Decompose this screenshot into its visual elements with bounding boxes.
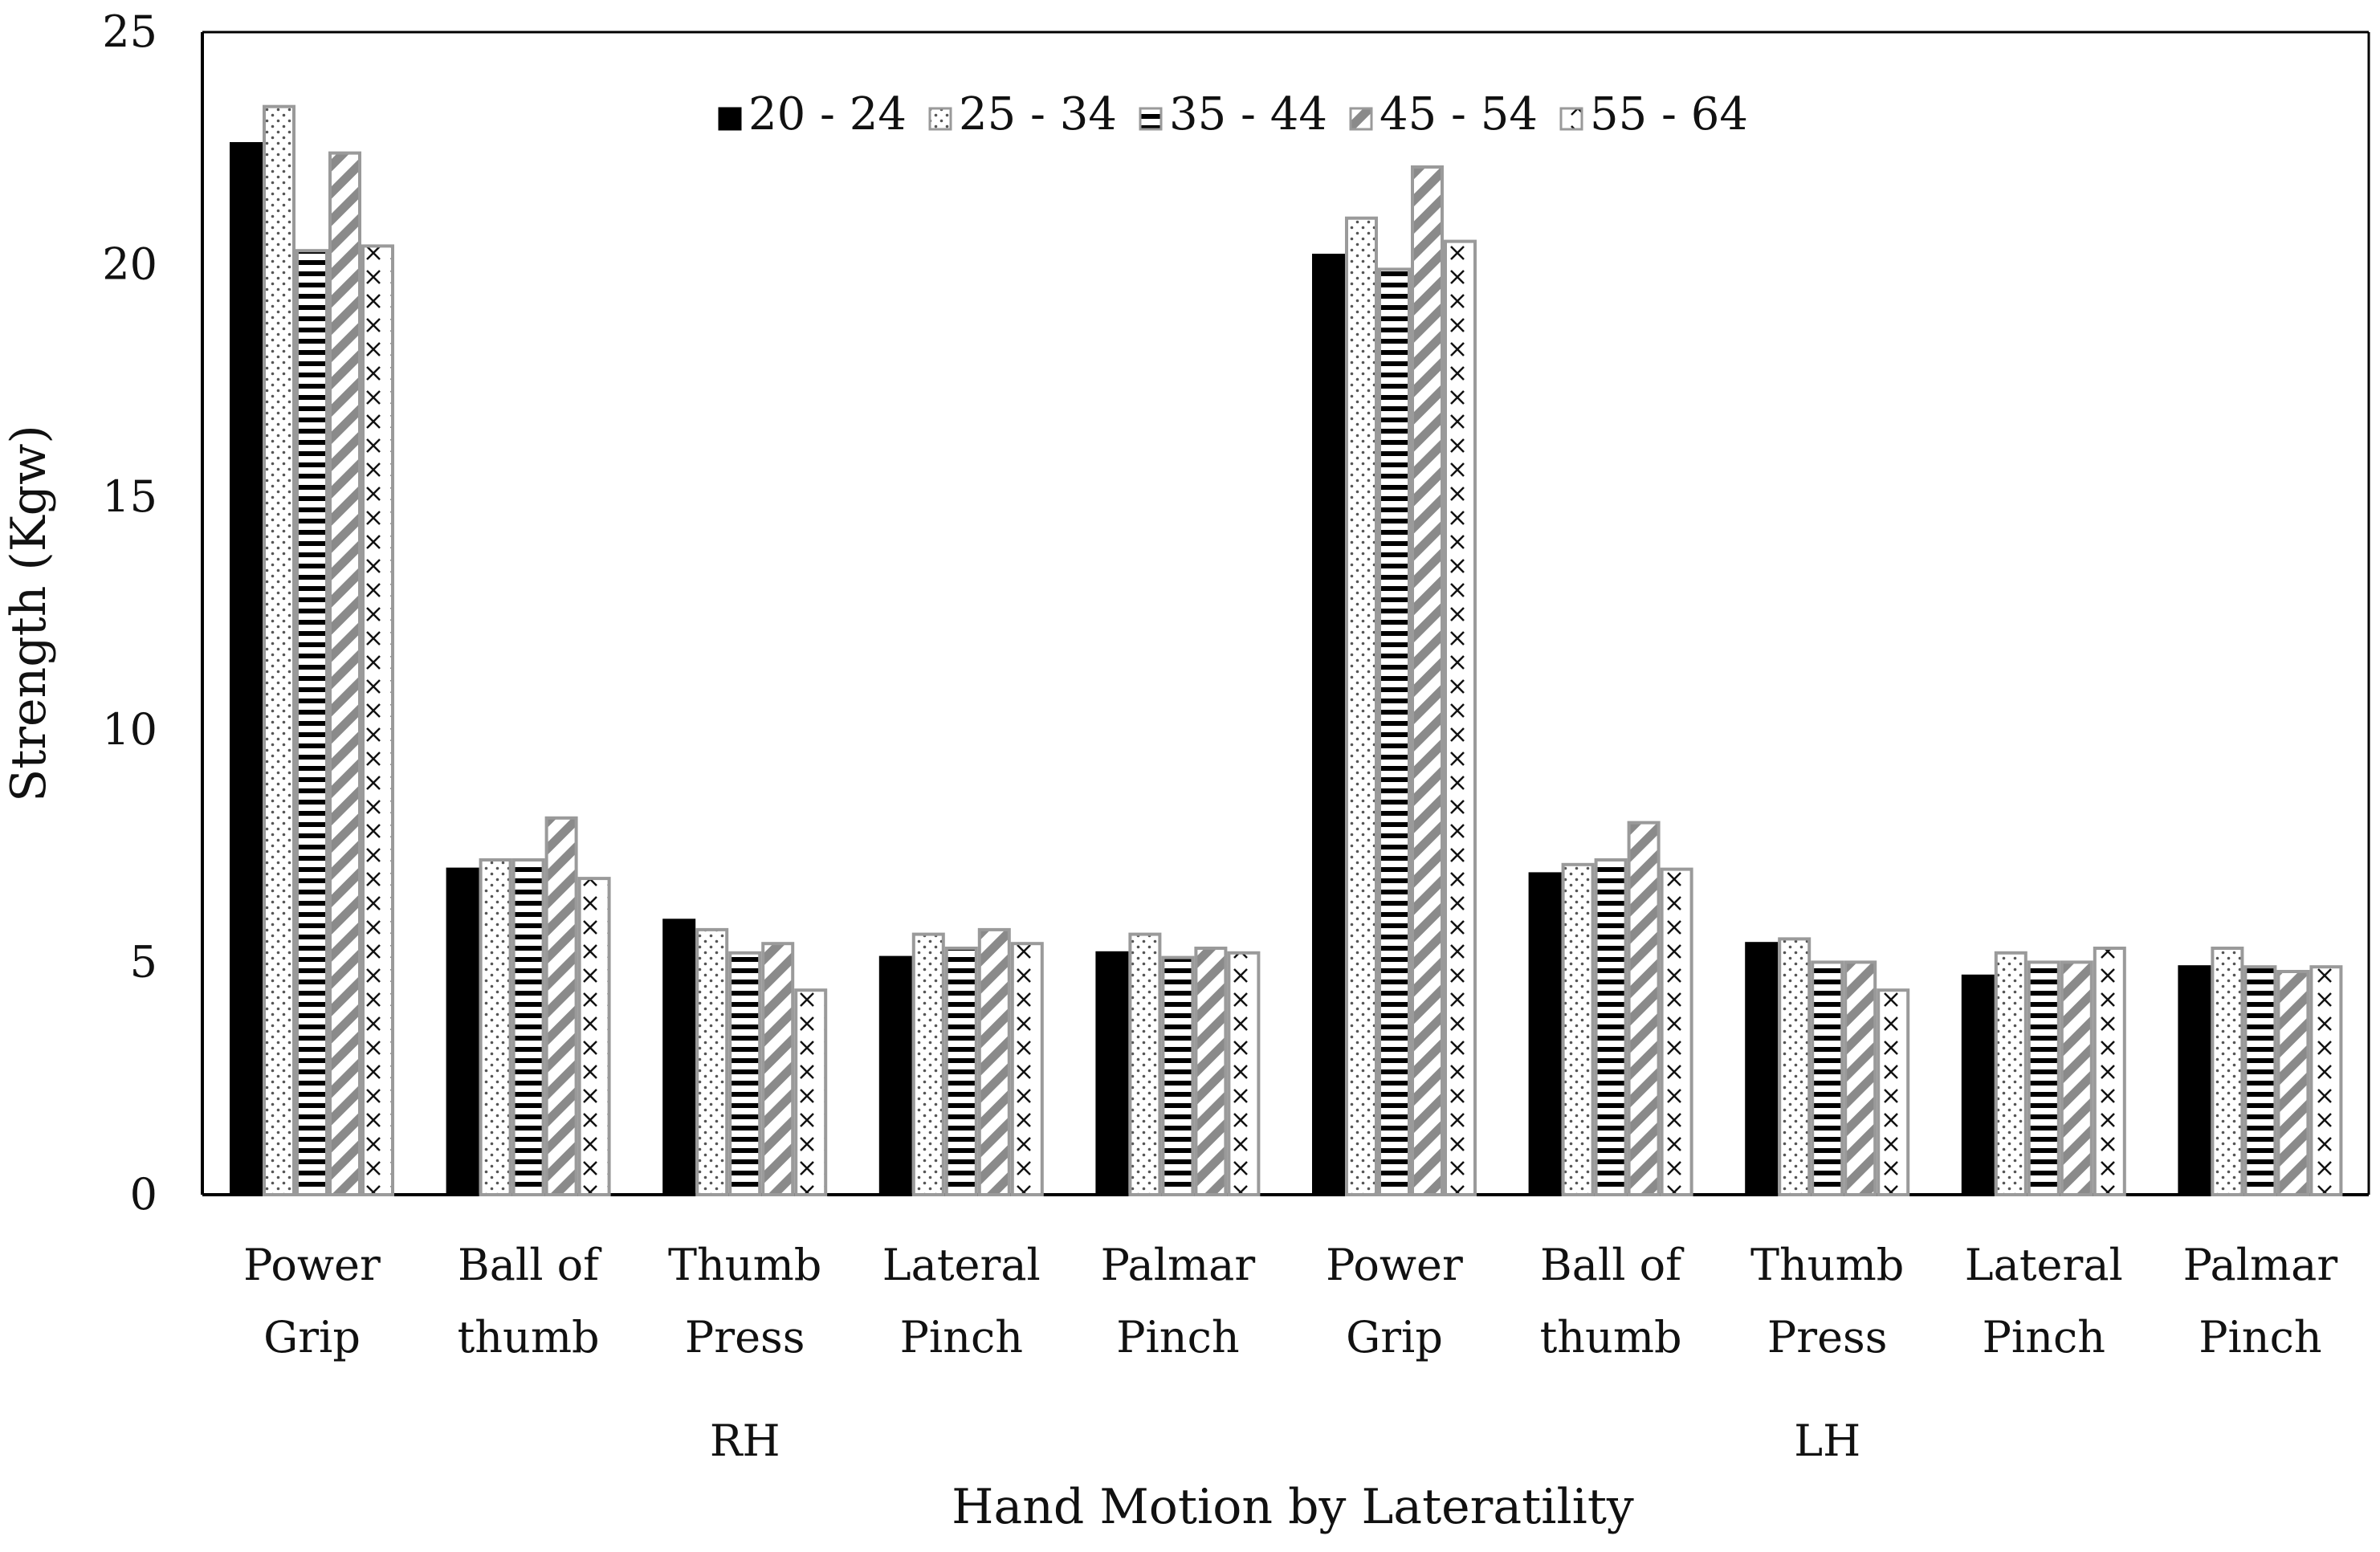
bar-35-44-cat-9	[2243, 965, 2277, 1196]
bar-55-64-cat-4	[1227, 951, 1261, 1197]
bar-35-44-cat-3	[944, 947, 978, 1196]
bar-20-24-cat-3	[878, 955, 912, 1196]
bar-55-64-cat-0	[361, 244, 394, 1196]
category-label-3-line-1: Pinch	[900, 1312, 1023, 1363]
bar-25-34-cat-1	[479, 858, 512, 1196]
category-label-0-line-0: Power	[243, 1240, 381, 1290]
bar-25-34-cat-5	[1345, 216, 1378, 1197]
legend-label-35-44: 35 - 44	[1169, 88, 1327, 141]
bars-layer	[230, 104, 2343, 1197]
y-tick-layer: 0 5 10 15 20 25	[102, 6, 157, 1220]
bar-55-64-cat-9	[2309, 965, 2343, 1196]
category-label-6-line-0: Ball of	[1540, 1240, 1685, 1290]
bar-20-24-cat-7	[1745, 942, 1779, 1196]
bar-20-24-cat-5	[1312, 254, 1345, 1196]
category-label-1-line-0: Ball of	[458, 1240, 602, 1290]
bar-20-24-cat-4	[1095, 951, 1129, 1197]
bar-55-64-cat-8	[2093, 947, 2126, 1196]
category-label-0-line-1: Grip	[263, 1312, 361, 1363]
bar-20-24-cat-1	[446, 867, 479, 1196]
bar-25-34-cat-2	[695, 927, 729, 1197]
category-label-6-line-1: thumb	[1540, 1312, 1682, 1363]
legend-swatch-55-64	[1559, 107, 1583, 131]
legend-label-55-64: 55 - 64	[1590, 88, 1748, 141]
bar-55-64-cat-3	[1010, 942, 1044, 1196]
category-label-9-line-0: Palmar	[2183, 1240, 2338, 1290]
category-label-4-line-1: Pinch	[1116, 1312, 1239, 1363]
category-label-8-line-1: Pinch	[1983, 1312, 2105, 1363]
bar-35-44-cat-8	[2027, 960, 2060, 1197]
legend: 20 - 24 25 - 34 35 - 44 45 - 54 55 - 64	[718, 88, 1748, 141]
group-label-LH: LH	[1794, 1416, 1860, 1466]
bar-20-24-cat-9	[2178, 965, 2211, 1196]
category-label-8-line-0: Lateral	[1965, 1240, 2123, 1290]
bar-35-44-cat-1	[511, 858, 545, 1196]
bar-35-44-cat-4	[1161, 955, 1195, 1196]
legend-swatch-25-34	[928, 107, 952, 131]
bar-55-64-cat-6	[1660, 867, 1693, 1196]
bar-25-34-cat-8	[1994, 951, 2027, 1197]
category-label-9-line-1: Pinch	[2199, 1312, 2321, 1363]
category-label-layer: Power Grip Ball of thumb Thumb Press Lateral Pi…	[243, 1240, 2337, 1363]
group-label-layer: RH LH	[710, 1416, 1860, 1466]
category-label-1-line-1: thumb	[458, 1312, 600, 1363]
category-label-4-line-0: Palmar	[1101, 1240, 1256, 1290]
y-tick-label-5: 5	[130, 936, 157, 987]
bar-35-44-cat-0	[295, 249, 328, 1197]
bar-45-54-cat-4	[1194, 947, 1228, 1196]
y-tick-label-0: 0	[130, 1169, 157, 1220]
bar-45-54-cat-1	[544, 816, 578, 1196]
bar-20-24-cat-6	[1528, 872, 1562, 1197]
bar-35-44-cat-7	[1811, 960, 1844, 1197]
category-label-7-line-0: Thumb	[1750, 1240, 1904, 1290]
bar-20-24-cat-2	[662, 919, 696, 1197]
bar-25-34-cat-7	[1778, 937, 1811, 1197]
bar-35-44-cat-5	[1378, 267, 1411, 1196]
bar-45-54-cat-8	[2060, 960, 2093, 1197]
bar-45-54-cat-5	[1411, 165, 1444, 1196]
category-label-5-line-1: Grip	[1346, 1312, 1443, 1363]
bar-20-24-cat-8	[1961, 974, 1995, 1197]
category-label-5-line-0: Power	[1326, 1240, 1463, 1290]
bar-35-44-cat-2	[728, 951, 762, 1197]
bar-20-24-cat-0	[230, 142, 263, 1196]
y-tick-label-15: 15	[102, 471, 157, 522]
bar-45-54-cat-3	[977, 927, 1011, 1197]
group-label-RH: RH	[710, 1416, 780, 1466]
category-label-3-line-0: Lateral	[882, 1240, 1041, 1290]
bar-55-64-cat-2	[794, 988, 828, 1196]
bar-25-34-cat-9	[2211, 947, 2244, 1196]
legend-swatch-20-24	[718, 107, 742, 131]
legend-label-20-24: 20 - 24	[748, 88, 907, 141]
y-axis-title: Strength (Kgw)	[1, 425, 57, 802]
y-tick-label-20: 20	[102, 239, 157, 290]
bar-45-54-cat-9	[2276, 970, 2310, 1196]
legend-swatch-35-44	[1139, 107, 1163, 131]
bar-25-34-cat-3	[911, 932, 945, 1196]
legend-swatch-45-54	[1349, 107, 1373, 131]
bar-35-44-cat-6	[1594, 858, 1628, 1196]
bar-45-54-cat-0	[328, 151, 361, 1197]
bar-55-64-cat-1	[577, 877, 611, 1196]
bar-25-34-cat-0	[263, 104, 295, 1197]
bar-55-64-cat-7	[1877, 988, 1910, 1196]
bar-45-54-cat-6	[1627, 821, 1661, 1196]
bar-25-34-cat-6	[1561, 862, 1595, 1197]
legend-label-45-54: 45 - 54	[1380, 88, 1538, 141]
legend-label-25-34: 25 - 34	[959, 88, 1117, 141]
category-label-2-line-1: Press	[685, 1312, 805, 1363]
bar-45-54-cat-2	[761, 942, 795, 1196]
category-label-2-line-0: Thumb	[668, 1240, 821, 1290]
bar-25-34-cat-4	[1128, 932, 1162, 1196]
x-axis-title: Hand Motion by Lateratility	[952, 1479, 1634, 1535]
bar-55-64-cat-5	[1444, 239, 1477, 1197]
y-tick-label-10: 10	[102, 704, 157, 755]
bar-45-54-cat-7	[1844, 960, 1877, 1197]
y-tick-label-25: 25	[102, 6, 157, 57]
category-label-7-line-1: Press	[1767, 1312, 1888, 1363]
